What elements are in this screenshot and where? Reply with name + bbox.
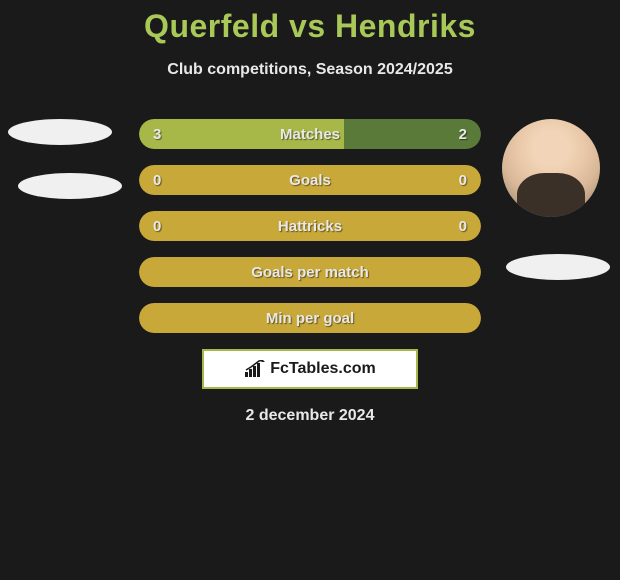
- player-right-avatar: [502, 119, 600, 217]
- stat-fill-left: [139, 165, 310, 195]
- date-text: 2 december 2024: [0, 407, 620, 425]
- stat-value-left: 0: [153, 218, 161, 235]
- stat-row: 0 0 Goals: [139, 165, 481, 195]
- stat-value-right: 2: [459, 126, 467, 143]
- stat-rows-container: 3 2 Matches 0 0 Goals 0 0 Hattricks Goals per mat…: [139, 119, 481, 333]
- stat-label: Min per goal: [266, 310, 354, 327]
- stat-value-right: 0: [459, 218, 467, 235]
- stat-value-right: 0: [459, 172, 467, 189]
- stat-label: Goals: [289, 172, 331, 189]
- stat-row: 3 2 Matches: [139, 119, 481, 149]
- decorative-ellipse: [18, 173, 122, 199]
- stat-value-left: 3: [153, 126, 161, 143]
- comparison-widget: Querfeld vs Hendriks Club competitions, …: [0, 0, 620, 425]
- stat-fill-right: [310, 165, 481, 195]
- avatar-image: [502, 119, 600, 217]
- stat-label: Matches: [280, 126, 340, 143]
- stat-label: Goals per match: [251, 264, 369, 281]
- branding-box[interactable]: FcTables.com: [202, 349, 418, 389]
- page-title: Querfeld vs Hendriks: [0, 8, 620, 45]
- decorative-ellipse: [506, 254, 610, 280]
- stat-row: 0 0 Hattricks: [139, 211, 481, 241]
- stats-area: 3 2 Matches 0 0 Goals 0 0 Hattricks Goals per mat…: [0, 119, 620, 425]
- page-subtitle: Club competitions, Season 2024/2025: [0, 61, 620, 79]
- chart-icon: [244, 360, 266, 378]
- stat-row: Goals per match: [139, 257, 481, 287]
- stat-value-left: 0: [153, 172, 161, 189]
- stat-row: Min per goal: [139, 303, 481, 333]
- branding-text: FcTables.com: [270, 360, 376, 378]
- decorative-ellipse: [8, 119, 112, 145]
- stat-label: Hattricks: [278, 218, 342, 235]
